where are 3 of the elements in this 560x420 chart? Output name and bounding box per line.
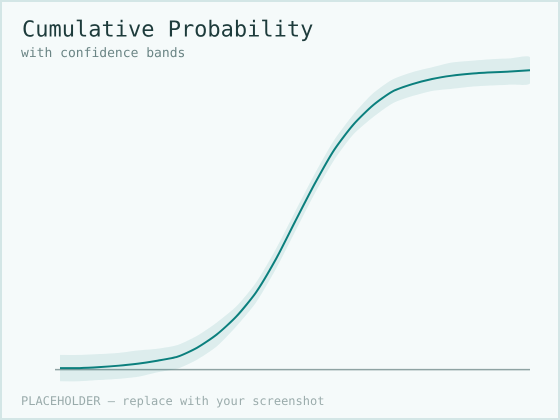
chart-title: Cumulative Probability bbox=[22, 18, 314, 43]
text: PLACEHOLDER — replace with your screenshot bbox=[21, 394, 324, 408]
chart-subtitle: with confidence bands bbox=[21, 46, 186, 61]
